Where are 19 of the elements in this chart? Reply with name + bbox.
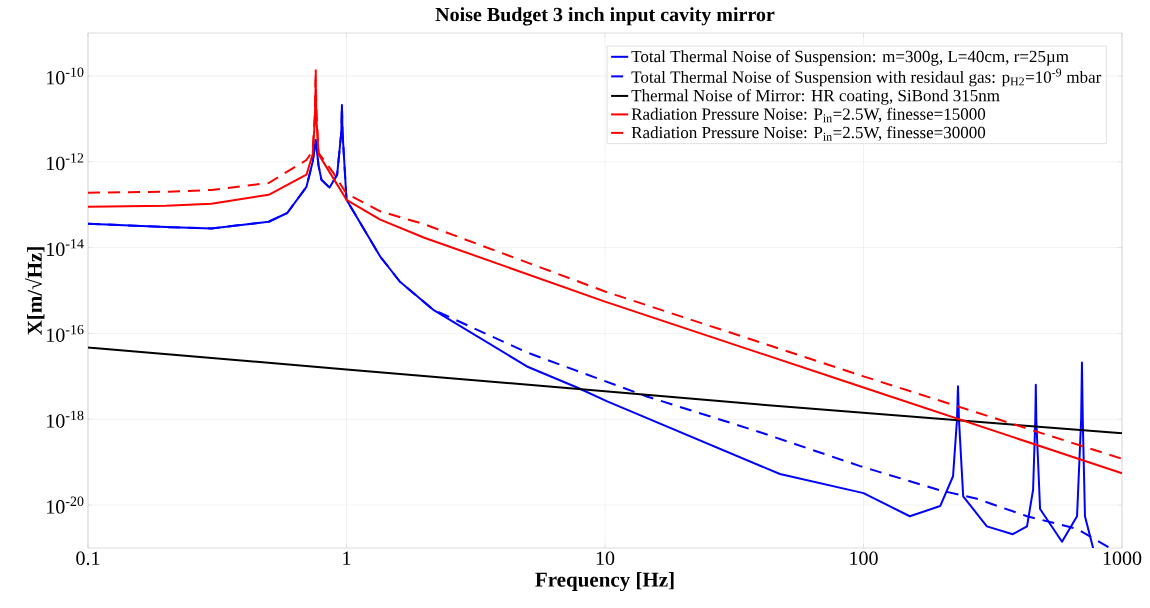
- y-tick-label: 10$^{-18}$: [47, 410, 84, 428]
- y-tick-label: 10$^{-12}$: [47, 153, 84, 171]
- legend-label: Radiation Pressure Noise: P$_{in}$=2.5W, finesse=15000: [631, 107, 986, 123]
- x-tick-label: 1: [343, 551, 351, 565]
- legend-label: Thermal Noise of Mirror: HR coating, SiBond 315nm: [631, 89, 1000, 105]
- legend-label: Total Thermal Noise of Suspension: m=300g, L=40cm, r=25µm: [631, 50, 1069, 66]
- x-tick-label: 0.1: [76, 551, 100, 566]
- x-tick-label: 1000: [1103, 551, 1142, 566]
- legend-label: Radiation Pressure Noise: P$_{in}$=2.5W, finesse=30000: [631, 126, 986, 141]
- x-axis-title: Frequency [Hz]: [535, 572, 674, 592]
- y-tick-label: 10$^{-16}$: [47, 324, 84, 342]
- y-tick-label: 10$^{-14}$: [47, 239, 84, 257]
- x-tick-label: 10: [596, 551, 615, 566]
- legend-label: Total Thermal Noise of Suspension with residaul gas: p$_{H2}$=10$^{-9}$ mbar: [631, 68, 1102, 87]
- y-tick-label: 10$^{-10}$: [47, 67, 84, 85]
- y-axis-title: X[m/√Hz]: [25, 247, 45, 335]
- y-tick-label: 10$^{-20}$: [47, 496, 84, 514]
- chart-title: Noise Budget 3 inch input cavity mirror: [435, 7, 775, 26]
- x-tick-label: 100: [850, 551, 878, 566]
